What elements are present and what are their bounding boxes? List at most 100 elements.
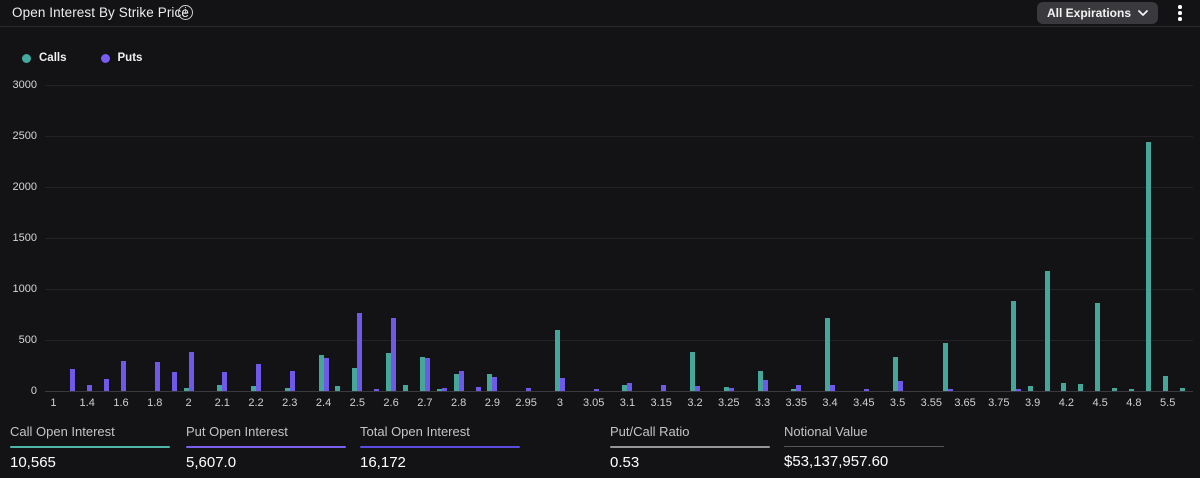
bar-calls[interactable] bbox=[1145, 142, 1151, 391]
bar-calls-3.4[interactable] bbox=[825, 318, 831, 391]
legend-dot-calls bbox=[22, 53, 31, 63]
bar-puts-3.4[interactable] bbox=[830, 385, 836, 391]
bar-puts-2.1[interactable] bbox=[222, 372, 228, 391]
expirations-dropdown[interactable]: All Expirations bbox=[1036, 2, 1158, 24]
bar-calls-2.8[interactable] bbox=[453, 374, 459, 391]
bar-puts-3.3[interactable] bbox=[762, 380, 768, 391]
bar-puts-2.3[interactable] bbox=[289, 371, 295, 391]
bar-calls[interactable] bbox=[436, 389, 442, 391]
bar-calls-3.25[interactable] bbox=[723, 387, 729, 391]
bar-puts-3[interactable] bbox=[559, 378, 565, 391]
bar-calls[interactable] bbox=[1179, 388, 1185, 391]
bar-calls-3.35[interactable] bbox=[791, 389, 797, 391]
stats-row: Call Open Interest 10,565 Put Open Interes… bbox=[0, 424, 1200, 478]
bar-calls-5.5[interactable] bbox=[1162, 376, 1168, 391]
bar-calls-3.3[interactable] bbox=[757, 371, 763, 391]
bar-puts[interactable] bbox=[475, 387, 481, 391]
x-axis-label: 1.6 bbox=[113, 397, 129, 409]
bar-calls-4.2[interactable] bbox=[1061, 383, 1067, 391]
bar-puts[interactable] bbox=[171, 372, 177, 391]
stat-label: Put/Call Ratio bbox=[610, 424, 690, 439]
bar-puts-2.2[interactable] bbox=[256, 364, 262, 391]
bar-puts[interactable] bbox=[70, 369, 76, 391]
gridline bbox=[45, 289, 1193, 290]
gridline bbox=[45, 136, 1193, 137]
bar-calls-2.1[interactable] bbox=[217, 385, 223, 391]
y-axis-tick-label: 3000 bbox=[12, 79, 37, 91]
bar-puts-1.8[interactable] bbox=[154, 362, 160, 391]
x-axis-label: 2.5 bbox=[349, 397, 365, 409]
bar-puts-2.7[interactable] bbox=[424, 358, 430, 391]
x-axis-label: 2 bbox=[185, 397, 192, 409]
bar-puts[interactable] bbox=[374, 389, 380, 391]
x-axis-line bbox=[45, 391, 1193, 392]
stat-value: 5,607.0 bbox=[186, 454, 237, 471]
bar-puts-1.6[interactable] bbox=[120, 361, 126, 391]
bar-calls-4.5[interactable] bbox=[1095, 303, 1101, 391]
info-icon[interactable]: i bbox=[178, 5, 193, 20]
stat-value: 0.53 bbox=[610, 454, 640, 471]
legend-item-puts[interactable]: Puts bbox=[100, 52, 143, 64]
bar-calls-3.2[interactable] bbox=[689, 352, 695, 391]
bar-puts-2.4[interactable] bbox=[323, 358, 329, 391]
stat-underline bbox=[360, 446, 520, 448]
stat-value: 16,172 bbox=[360, 454, 406, 471]
stat-value: $53,137,957.60 bbox=[784, 453, 889, 470]
chart-legend: Calls Puts bbox=[22, 52, 142, 64]
y-axis-tick-label: 1500 bbox=[12, 232, 37, 244]
stat-label: Total Open Interest bbox=[360, 424, 470, 439]
bar-puts-3.35[interactable] bbox=[796, 385, 802, 391]
bar-calls-3[interactable] bbox=[554, 330, 560, 391]
bar-calls[interactable] bbox=[1112, 388, 1118, 391]
bar-calls-2.2[interactable] bbox=[251, 386, 257, 391]
bar-puts-2.8[interactable] bbox=[458, 371, 464, 391]
stat-total-open-interest: Total Open Interest 16,172 bbox=[360, 424, 526, 471]
bar-calls[interactable] bbox=[1010, 301, 1016, 391]
bar-calls-2.5[interactable] bbox=[352, 368, 358, 391]
bar-puts-3.2[interactable] bbox=[694, 386, 700, 391]
bar-calls[interactable] bbox=[335, 386, 341, 391]
bar-calls-2.3[interactable] bbox=[284, 388, 290, 391]
bar-calls-2[interactable] bbox=[183, 388, 189, 391]
bar-calls[interactable] bbox=[402, 385, 408, 391]
legend-label: Puts bbox=[117, 52, 143, 64]
x-axis-label: 2.1 bbox=[214, 397, 230, 409]
expirations-dropdown-label: All Expirations bbox=[1046, 6, 1131, 20]
bar-calls[interactable] bbox=[1078, 384, 1084, 391]
bar-puts[interactable] bbox=[104, 379, 110, 391]
bar-calls-3.1[interactable] bbox=[622, 385, 628, 391]
bar-calls-4.8[interactable] bbox=[1128, 389, 1134, 391]
bar-calls-3.5[interactable] bbox=[892, 357, 898, 391]
bar-calls-3.9[interactable] bbox=[1027, 386, 1033, 391]
bar-puts-3.5[interactable] bbox=[897, 381, 903, 391]
legend-item-calls[interactable]: Calls bbox=[22, 52, 67, 64]
bar-puts[interactable] bbox=[1015, 389, 1021, 391]
x-axis-label: 2.9 bbox=[484, 397, 501, 409]
kebab-menu-icon[interactable] bbox=[1172, 3, 1188, 23]
bar-puts-2.95[interactable] bbox=[526, 388, 532, 391]
bar-calls-2.7[interactable] bbox=[419, 357, 425, 391]
bar-puts-2.6[interactable] bbox=[391, 318, 397, 391]
bar-puts-2.5[interactable] bbox=[357, 313, 363, 391]
bar-calls-2.6[interactable] bbox=[386, 353, 392, 391]
bar-puts[interactable] bbox=[948, 389, 954, 391]
bar-puts[interactable] bbox=[441, 388, 447, 391]
bar-calls[interactable] bbox=[1044, 271, 1050, 391]
x-axis-label: 3.25 bbox=[718, 397, 740, 409]
bar-puts-2[interactable] bbox=[188, 352, 194, 391]
bar-calls-2.9[interactable] bbox=[487, 374, 493, 391]
bar-puts-1.4[interactable] bbox=[87, 385, 93, 391]
bar-puts-3.15[interactable] bbox=[661, 385, 667, 391]
bar-puts-3.25[interactable] bbox=[728, 388, 734, 391]
gridline bbox=[45, 187, 1193, 188]
x-axis-label: 1 bbox=[50, 397, 57, 409]
bar-puts-2.9[interactable] bbox=[492, 377, 498, 391]
bar-puts-3.45[interactable] bbox=[863, 389, 869, 391]
bar-calls[interactable] bbox=[943, 343, 949, 391]
bar-puts-3.05[interactable] bbox=[593, 389, 599, 391]
bar-puts-3.1[interactable] bbox=[627, 383, 633, 391]
stat-put-open-interest: Put Open Interest 5,607.0 bbox=[186, 424, 352, 471]
bar-calls-2.4[interactable] bbox=[318, 355, 324, 391]
stat-underline bbox=[610, 446, 770, 448]
